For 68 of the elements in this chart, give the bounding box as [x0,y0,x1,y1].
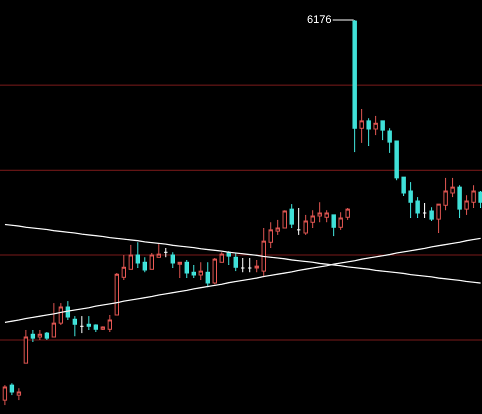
candlestick [429,206,434,222]
candlestick [276,219,280,236]
candlestick [178,262,182,279]
candlestick [296,207,301,236]
candlestick [2,384,8,406]
candlestick [317,202,322,223]
candlestick [30,330,36,342]
candlestick [450,177,455,198]
candlestick [220,252,224,263]
candlestick [10,382,14,396]
candlestick [282,210,287,228]
candlestick [254,259,259,273]
candlestick [198,262,203,280]
candlestick [80,316,84,334]
candlestick [268,222,273,249]
candlestick [373,115,378,136]
candlestick [248,258,252,273]
candlestick [387,128,392,154]
candlestick [128,244,134,270]
candlestick [142,256,148,273]
candlestick [38,330,42,341]
candlestick [44,331,50,341]
candlestick [192,264,196,279]
candlestick [443,177,448,211]
candlestick [86,316,92,331]
candlestick [304,214,308,236]
candlestick [436,204,441,234]
candlestick [156,242,162,258]
candlestick [471,184,476,208]
candlestick [394,140,399,181]
candlestick [52,302,56,338]
candlestick [478,190,482,208]
candlestick [324,210,329,223]
candlestick [170,252,176,269]
candlestick [380,120,385,141]
candlestick [464,194,469,216]
annotation: 6176 [307,14,332,26]
candlestick [24,330,28,364]
candlestick [352,20,357,153]
candlestick [366,118,371,146]
candlestick [108,314,112,332]
candlestick [240,258,245,273]
candlestick [290,204,294,228]
candlestick [338,212,343,230]
candlestick [345,207,350,220]
candlestick [206,262,210,288]
candlestick [72,316,78,337]
candlestick [408,182,413,218]
candlestick [16,388,22,401]
candlestick [58,302,64,326]
candlestick [94,324,98,332]
candlestick [212,258,217,285]
candlestick [184,259,189,279]
candlestick [310,210,315,228]
candlestick [100,326,106,331]
candlestick [331,214,336,237]
candlestick [401,176,406,197]
candlestick [422,202,427,218]
candlestick [234,252,238,272]
candlestick [114,272,120,316]
candlestick [457,184,462,218]
candlestick [415,196,420,218]
candlestick [136,242,140,269]
candlestick [122,254,126,280]
candlestick [150,252,154,270]
candlestick [359,108,364,144]
candlestick [164,248,168,258]
candlestick [262,227,266,278]
